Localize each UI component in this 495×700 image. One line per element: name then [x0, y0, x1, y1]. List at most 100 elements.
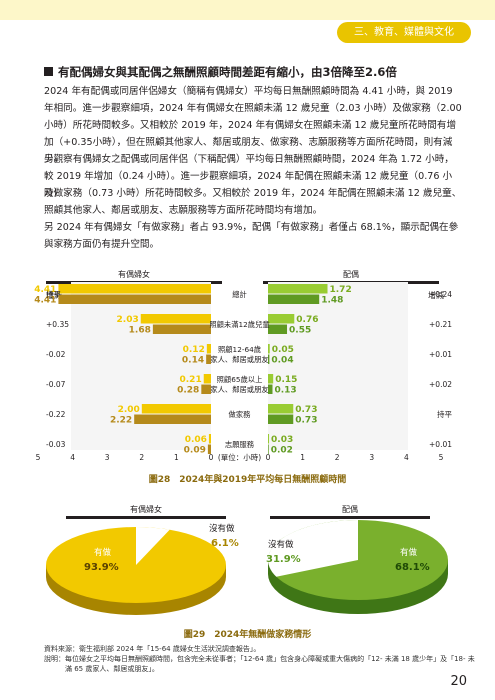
category-label: 志願服務 — [225, 440, 255, 449]
spouse-panel-title: 配偶 — [343, 270, 359, 279]
spouse-chart-bg — [268, 282, 408, 450]
x-tick-left: 5 — [36, 453, 41, 462]
data-label-women-2024: 2.00 — [118, 405, 140, 415]
women-pie-title: 有偶婦女 — [130, 505, 162, 514]
category-label: 家人、鄰居或朋友 — [210, 355, 268, 364]
data-label-spouse-2024: 0.05 — [272, 345, 294, 355]
section-title-row: 有配偶婦女與其配偶之無酬照顧時間差距有縮小，由3倍降至2.6倍 — [44, 64, 397, 80]
x-tick-left: 1 — [174, 453, 179, 462]
paragraph-line: 另 2024 年有偶婦女「有做家務」者占 93.9%，配偶「有做家務」者僅占 6… — [44, 222, 459, 233]
bar-women-2024 — [206, 344, 211, 354]
women-not-done-label: 沒有做 — [209, 524, 235, 534]
bar-spouse-2019 — [268, 354, 270, 364]
x-tick-left: 3 — [105, 453, 110, 462]
data-label-spouse-2024: 0.76 — [296, 315, 318, 325]
women-panel-title: 有偶婦女 — [118, 270, 150, 279]
page-number: 20 — [450, 674, 467, 689]
legend-swatch — [92, 292, 99, 299]
data-label-spouse-2024: 0.03 — [271, 435, 293, 445]
data-label-spouse-2024: 0.15 — [275, 375, 297, 385]
paragraph-line: 及做家務（0.73 小時）所花時間較多。又相較於 2019 年，2024 年配偶… — [44, 188, 462, 199]
x-tick-right: 4 — [404, 453, 409, 462]
paragraph-line: 小時）所花時間較多。又相較於 2019 年，2024 年有偶婦女在照顧未滿 12… — [44, 120, 457, 131]
explanation-note-cont: 滿 65 歲家人、鄰居或朋友」。 — [44, 665, 159, 673]
category-label: 照顧12-64歲 — [218, 345, 261, 354]
spouse-done-value: 68.1% — [395, 562, 430, 573]
explanation-note: 說明：每位婦女之平均每日無酬照顧時間，包含完全未從事者；「12-64 歲」包含身… — [44, 655, 475, 663]
women-change-header: 增減 — [46, 291, 62, 300]
data-label-women-2024: 0.12 — [183, 345, 205, 355]
paragraph-line: 2024 年有配偶或同居伴侶婦女（簡稱有偶婦女）平均每日無酬照顧時間為 4.41… — [44, 86, 453, 97]
paragraph-line: 照顧其他家人、鄰居或朋友、志願服務等方面所花時間均有增加。 — [44, 205, 323, 216]
paragraph-line: 另觀察有偶婦女之配偶或同居伴侶（下稱配偶）平均每日無酬照顧時間，2024 年為 … — [44, 154, 454, 165]
bar-women-2024 — [141, 404, 211, 414]
bar-spouse-2019 — [268, 294, 320, 304]
data-label-spouse-2019: 0.02 — [271, 446, 293, 456]
women-panel-header: 有偶婦女 — [46, 268, 222, 284]
legend-swatch — [370, 292, 377, 299]
data-label-women-2019: 1.68 — [129, 326, 151, 336]
women-pie-header: 有偶婦女 — [66, 503, 226, 519]
x-tick-left: 2 — [139, 453, 144, 462]
spouse-pie-header: 配偶 — [270, 503, 430, 519]
spouse-panel-header: 配偶 — [263, 268, 439, 284]
legend-swatch — [316, 292, 323, 299]
data-label-women-2024: 0.06 — [185, 435, 207, 445]
bar-women-2019 — [152, 324, 211, 334]
bar-women-2019 — [206, 354, 211, 364]
paragraph-line: 與家務方面仍有提升空間。 — [44, 239, 160, 250]
women-pie-top — [46, 527, 226, 603]
category-label: 做家務 — [229, 410, 252, 419]
unit-label: (單位：小時) — [218, 452, 261, 462]
women-change-value: -0.22 — [46, 410, 66, 419]
women-change-value: -0.03 — [46, 440, 66, 449]
spouse-not-done-value: 31.9% — [266, 554, 301, 565]
data-label-spouse-2019: 0.55 — [289, 326, 311, 336]
category-label: 總計 — [232, 290, 247, 299]
paragraph-line: 加（+0.35小時），但在照顧其他家人、鄰居或朋友、做家務、志願服務等方面所花時… — [44, 137, 453, 165]
women-change-value: -0.07 — [46, 380, 66, 389]
legend-women-2019: 2019年 — [150, 290, 188, 301]
bar-spouse-2024 — [268, 314, 295, 324]
women-done-value: 93.9% — [84, 562, 119, 573]
legend-spouse-2019: 2019年 — [370, 290, 408, 301]
legend-swatch — [150, 292, 157, 299]
bar-spouse-2024 — [268, 374, 274, 384]
bar-women-2019 — [201, 384, 211, 394]
bar-spouse-2019 — [268, 384, 273, 394]
bar-women-2019 — [207, 444, 211, 454]
data-label-spouse-2019: 0.04 — [271, 356, 293, 366]
spouse-pie-title: 配偶 — [342, 505, 358, 514]
women-pie-slice-not-done — [136, 527, 170, 565]
spouse-pie-base — [268, 534, 448, 614]
women-not-done-value: 6.1% — [211, 538, 239, 549]
bar-spouse-2019 — [268, 444, 269, 454]
source-note: 資料來源：衛生福利部 2024 年「15-64 歲婦女生活狀況調查報告」。 — [44, 645, 261, 653]
figure28-caption: 圖28 2024年與2019年平均每日無酬照顧時間 — [148, 475, 347, 485]
x-tick-right: 1 — [300, 453, 305, 462]
spouse-change-value: +0.01 — [429, 440, 452, 449]
bar-women-2024 — [140, 314, 211, 324]
bar-spouse-2024 — [268, 344, 270, 354]
women-done-label: 有做 — [94, 548, 112, 558]
bar-spouse-2019 — [268, 414, 294, 424]
data-label-women-2019: 0.09 — [184, 446, 206, 456]
bar-women-2019 — [134, 414, 211, 424]
category-label: 照顧未滿12歲兒童 — [209, 320, 269, 329]
women-pie-side — [46, 565, 226, 577]
legend-label: 2024年 — [326, 291, 355, 300]
legend-women-2024: 2024年 — [92, 290, 130, 301]
data-label-women-2024: 2.03 — [117, 315, 139, 325]
bar-spouse-2019 — [268, 324, 288, 334]
bullet-square-icon — [44, 67, 53, 76]
spouse-change-value: +0.02 — [429, 380, 452, 389]
x-tick-right: 3 — [369, 453, 374, 462]
data-label-spouse-2024: 0.73 — [295, 405, 317, 415]
header-band — [0, 0, 495, 20]
spouse-change-header: 增減 — [428, 291, 444, 300]
women-chart-bg — [71, 282, 211, 450]
spouse-not-done-label: 沒有做 — [268, 540, 294, 550]
bar-women-2024 — [208, 434, 211, 444]
women-pie-base — [46, 539, 226, 615]
data-label-women-2024: 0.21 — [180, 375, 202, 385]
